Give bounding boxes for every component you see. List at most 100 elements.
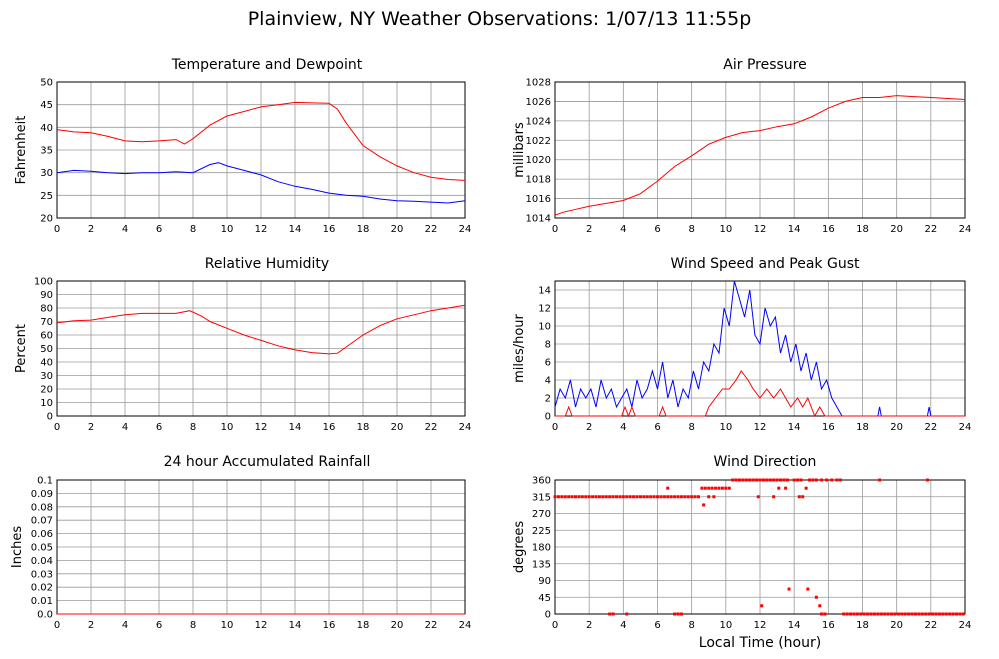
x-tick-label: 24 [459,224,472,235]
data-point [673,612,677,616]
y-tick-label: 135 [532,559,551,570]
x-tick-label: 0 [552,224,558,235]
y-tick-label: 0 [47,412,53,423]
x-tick-label: 22 [924,422,937,433]
data-point [662,495,666,499]
y-tick-label: 90 [538,576,551,587]
x-tick-label: 10 [221,620,234,631]
y-tick-label: 8 [545,340,551,351]
rainfall-chart: 0 2 4 6 8 10 12 14 16 18 20 22 240.00.010.020.030.04… [10,476,471,632]
y-axis-label: Percent [14,324,29,373]
y-tick-label: 60 [40,331,53,342]
data-point [635,495,639,499]
x-tick-label: 14 [788,224,801,235]
data-point [948,612,952,616]
y-tick-label: 0.06 [31,529,53,540]
data-point [879,612,883,616]
x-tick-label: 22 [425,422,438,433]
y-axis-label: Fahrenheit [14,116,29,185]
y-tick-label: 0.02 [31,583,53,594]
data-point [961,612,965,616]
data-point [625,612,629,616]
x-tick-label: 16 [822,620,835,631]
y-tick-label: 1016 [526,194,551,205]
x-tick-label: 2 [88,224,94,235]
y-tick-label: 35 [40,146,53,157]
data-point [751,478,755,482]
direction-chart: 0 2 4 6 8 10 12 14 16 18 20 22 240459013518022527031… [512,476,971,632]
data-point [659,495,663,499]
x-tick-label: 24 [459,422,472,433]
y-tick-label: 180 [532,543,551,554]
x-tick-label: 20 [890,224,903,235]
x-tick-label: 16 [323,620,336,631]
x-tick-label: 8 [688,224,694,235]
data-point [931,612,935,616]
data-point [903,612,907,616]
y-tick-label: 14 [538,286,551,297]
data-point [958,612,962,616]
rainfall-chart-title: 24 hour Accumulated Rainfall [163,454,371,470]
data-point [934,612,938,616]
data-point [883,612,887,616]
temperature-chart: 0 2 4 6 8 10 12 14 16 18 20 22 2420253035404550Fahre… [14,78,471,236]
x-tick-label: 12 [255,620,268,631]
data-point [597,495,601,499]
x-tick-label: 16 [323,422,336,433]
x-tick-label: 2 [586,620,592,631]
temperature-chart-title: Temperature and Dewpoint [171,57,363,73]
data-point [731,478,735,482]
data-point [784,486,788,490]
y-tick-label: 1020 [526,155,551,166]
x-tick-label: 2 [586,224,592,235]
x-tick-label: 2 [88,422,94,433]
data-point [775,478,779,482]
x-tick-label: 4 [122,224,128,235]
data-point [628,495,632,499]
data-point [604,495,608,499]
data-point [632,495,636,499]
data-point [808,478,812,482]
data-point [584,495,588,499]
x-tick-label: 6 [654,620,660,631]
data-point [738,478,741,482]
data-point [768,478,772,482]
y-axis-label: miles/hour [512,313,527,382]
x-tick-label: 4 [122,620,128,631]
data-point [878,478,882,482]
x-tick-label: 22 [425,620,438,631]
data-point [615,495,618,499]
data-point [920,612,924,616]
x-tick-label: 24 [459,620,472,631]
series-line-0 [56,304,466,355]
data-point [560,495,564,499]
x-tick-label: 14 [788,620,801,631]
x-tick-label: 20 [890,422,903,433]
data-point [760,604,764,608]
x-tick-label: 12 [754,422,767,433]
data-point [611,495,615,499]
x-tick-label: 18 [357,224,370,235]
x-tick-label: 18 [856,422,869,433]
y-tick-label: 6 [545,358,551,369]
data-point [849,612,853,616]
y-axis-label: degrees [512,521,527,574]
x-tick-label: 12 [255,224,268,235]
x-tick-label: 0 [54,620,60,631]
pressure-chart: 0 2 4 6 8 10 12 14 16 18 20 22 241014101610181020102… [512,78,971,236]
y-tick-label: 12 [538,304,551,315]
y-axis-label: millibars [512,122,527,178]
data-point [814,478,818,482]
data-point [765,478,769,482]
data-point [645,495,649,499]
data-point [797,495,801,499]
wind-chart-title: Wind Speed and Peak Gust [670,256,860,272]
x-tick-label: 20 [391,224,404,235]
y-tick-label: 270 [532,509,551,520]
data-point [855,612,859,616]
x-tick-label: 14 [289,224,302,235]
data-point [724,486,728,490]
x-tick-label: 0 [552,620,558,631]
x-tick-label: 22 [924,620,937,631]
